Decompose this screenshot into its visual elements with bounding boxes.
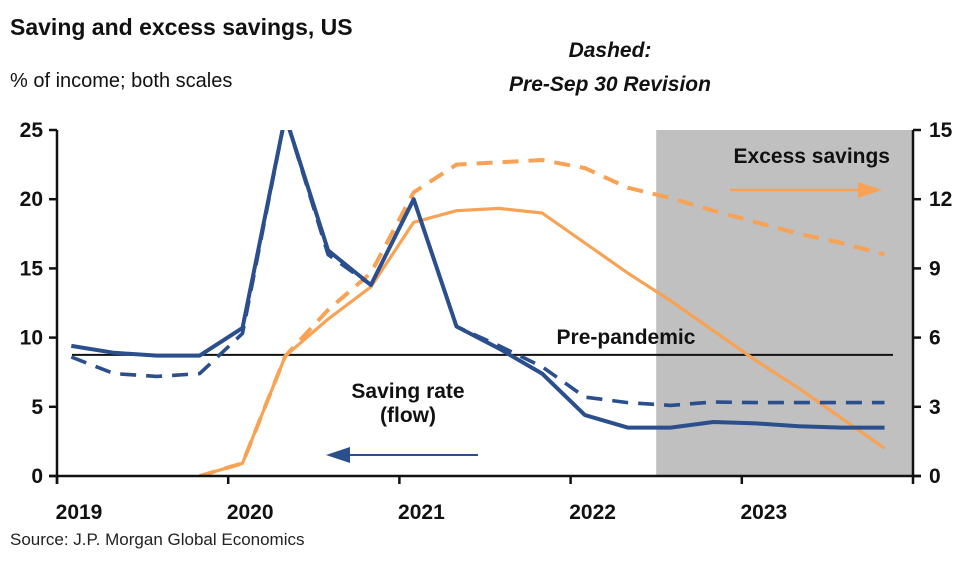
saving-rate-label-2: (flow) [380,404,436,427]
y-right-tick-label: 3 [929,396,941,419]
y-left-tick-label: 20 [20,188,43,211]
y-right-tick-label: 0 [929,465,941,488]
source-note: Source: J.P. Morgan Global Economics [10,530,305,549]
y-right-tick-label: 12 [929,188,952,211]
pre-pandemic-label: Pre-pandemic [557,326,696,349]
y-left-tick-label: 0 [31,465,43,488]
y-left-tick-label: 10 [20,327,43,350]
excess-savings-arrow-icon [730,182,882,198]
y-left-tick-label: 25 [20,119,44,142]
y-right-tick-label: 15 [929,119,953,142]
y-left-tick-label: 5 [31,396,43,419]
note-line-1: Dashed: [568,39,652,62]
x-tick-label: 2022 [569,501,616,524]
x-tick-label: 2023 [740,501,787,524]
excess-savings-prev-line [199,158,886,476]
y-right-tick-label: 9 [929,257,941,280]
note-line-2: Pre-Sep 30 Revision [509,73,711,96]
excess-savings-line [199,206,886,476]
x-tick-label: 2020 [227,501,274,524]
chart-subtitle: % of income; both scales [10,70,233,92]
chart-title: Saving and excess savings, US [10,14,353,40]
x-tick-label: 2019 [56,501,103,524]
y-right-tick-label: 6 [929,327,941,350]
dashed-note: Dashed: Pre-Sep 30 Revision [470,34,750,102]
x-tick-label: 2021 [398,501,445,524]
y-left-tick-label: 15 [20,257,44,280]
saving-rate-arrow-icon [326,447,478,463]
excess-savings-label: Excess savings [734,145,890,168]
saving-rate-line [70,130,885,430]
saving-rate-label-1: Saving rate [351,380,464,403]
